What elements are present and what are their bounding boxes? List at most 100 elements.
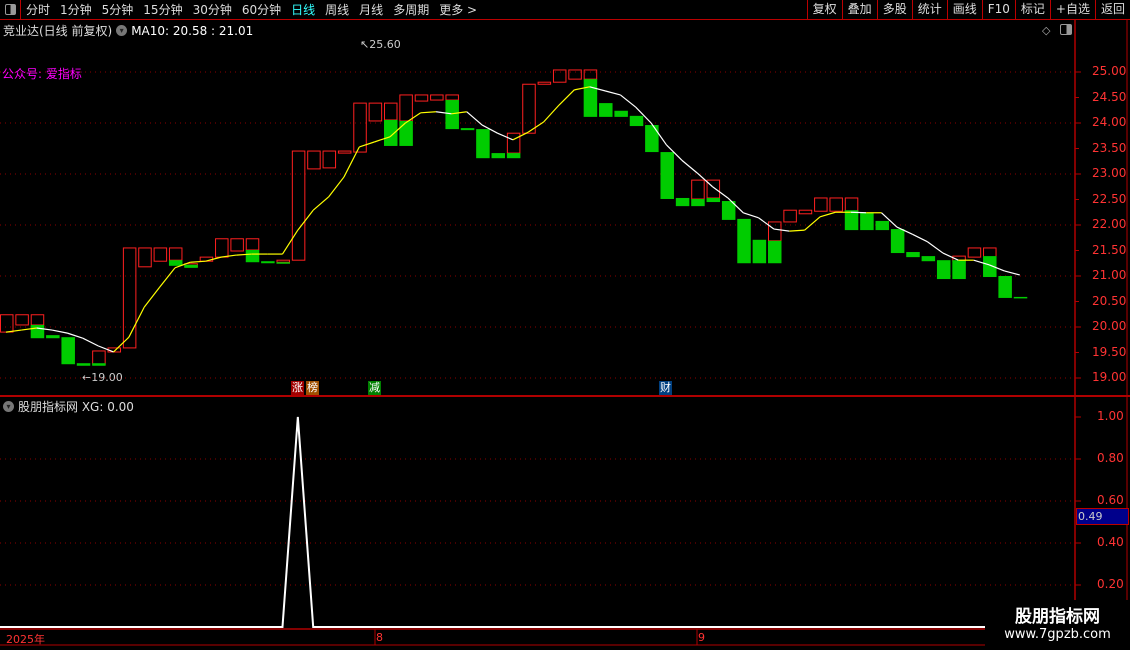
watermark-logo: 股朋指标网 www.7gpzb.com	[985, 600, 1130, 650]
ma10-segment	[174, 261, 191, 269]
period-tab[interactable]: 15分钟	[143, 3, 183, 17]
ma10-segment	[558, 89, 575, 106]
period-tab[interactable]: 60分钟	[241, 3, 282, 17]
indicator-title: ▾ 股朋指标网 XG: 0.00	[3, 398, 134, 415]
ma10-segment	[896, 226, 913, 235]
period-tab[interactable]: 更多 >	[439, 3, 478, 17]
candle-down	[645, 125, 659, 153]
candle-up	[245, 238, 260, 251]
tag-zhang[interactable]: 涨	[291, 381, 304, 395]
ma10-segment	[205, 256, 222, 262]
toolbar-button[interactable]: 叠加	[841, 0, 877, 19]
indicator-tick: 0.40	[1097, 535, 1124, 549]
candle-up	[399, 94, 413, 122]
ma10-segment	[36, 327, 53, 331]
candle-down	[599, 103, 613, 117]
toolbar-button[interactable]: F10	[981, 0, 1015, 19]
panel-icon[interactable]	[1060, 24, 1072, 35]
ma10-segment	[497, 132, 514, 141]
candle-up	[215, 238, 229, 258]
period-tab[interactable]: 分时	[26, 3, 51, 17]
candle-down	[92, 363, 106, 366]
ma10-segment	[604, 90, 621, 96]
candle-up	[122, 247, 137, 349]
period-tab[interactable]: 周线	[325, 3, 350, 17]
ma10-segment	[451, 111, 467, 115]
ma10-segment	[128, 306, 145, 338]
ma10-segment	[804, 216, 821, 231]
candle-down	[245, 249, 260, 263]
toolbar-button[interactable]: 多股	[876, 0, 912, 19]
candle-up	[814, 197, 828, 212]
candle-up	[92, 350, 106, 365]
ma10-segment	[82, 337, 99, 347]
candle-down	[476, 129, 490, 159]
toolbar-button[interactable]: 画线	[946, 0, 982, 19]
chevron-down-icon[interactable]: ▾	[116, 25, 128, 36]
chevron-down-icon[interactable]: ▾	[3, 401, 14, 412]
ma10-segment	[911, 233, 928, 243]
ma10-segment	[789, 229, 805, 232]
toolbar-button[interactable]: 标记	[1014, 0, 1050, 19]
candle-down	[721, 201, 736, 220]
candle-up	[430, 94, 444, 101]
candle-up	[414, 94, 429, 102]
price-tick: 24.50	[1092, 89, 1127, 104]
period-tab[interactable]: 日线	[291, 3, 316, 17]
ma10-segment	[297, 209, 314, 231]
ma10-segment	[236, 253, 252, 256]
price-tick: 23.00	[1092, 166, 1127, 180]
diamond-icon[interactable]: ◇	[1042, 24, 1051, 37]
toolbar-button[interactable]: +自选	[1049, 0, 1095, 19]
tag-bang[interactable]: 榜	[306, 381, 319, 395]
tag-cai[interactable]: 财	[659, 381, 672, 395]
panel-toggle-icon[interactable]	[0, 0, 21, 19]
price-tick: 20.50	[1092, 293, 1127, 308]
ma10-segment	[927, 241, 944, 254]
ma10-segment	[574, 86, 590, 91]
candle-up	[568, 69, 582, 80]
ma10-segment	[67, 332, 83, 339]
toolbar-button[interactable]: 统计	[911, 0, 947, 19]
toolbar-button[interactable]: 返回	[1094, 0, 1130, 19]
ma10-segment	[405, 112, 422, 124]
period-tab[interactable]: 5分钟	[101, 3, 134, 17]
ma10-segment	[5, 329, 22, 333]
price-tick: 20.00	[1092, 319, 1127, 333]
toolbar-button[interactable]: 复权	[806, 0, 842, 19]
ma10-segment	[420, 111, 437, 114]
ma10-segment	[281, 229, 299, 255]
period-tab[interactable]: 月线	[359, 3, 384, 17]
candle-up	[506, 132, 521, 154]
candle-up	[691, 179, 705, 200]
price-tick: 22.50	[1092, 191, 1127, 206]
price-tick: 24.00	[1092, 115, 1127, 129]
ma10-segment	[635, 106, 652, 124]
ma10-segment	[727, 197, 744, 214]
period-tab[interactable]: 多周期	[393, 3, 430, 17]
candle-down	[76, 363, 91, 366]
ma10-segment	[512, 131, 529, 141]
indicator-tick: 0.80	[1097, 451, 1124, 465]
date-label-year: 2025年	[6, 633, 45, 646]
ma10-segment	[589, 86, 606, 92]
candle-down	[906, 252, 920, 258]
ma10-segment	[773, 228, 790, 232]
period-tab[interactable]: 1分钟	[60, 3, 92, 17]
ma10-segment	[159, 267, 176, 288]
tag-jian[interactable]: 减	[368, 381, 381, 395]
candle-down	[921, 256, 936, 262]
ma10-segment	[1004, 270, 1020, 276]
price-tick: 19.50	[1092, 344, 1127, 359]
candle-up	[552, 69, 567, 83]
price-tick: 21.00	[1092, 268, 1127, 282]
current-value-badge: 0.49	[1076, 508, 1129, 525]
period-tab[interactable]: 30分钟	[192, 3, 232, 17]
candle-down	[983, 256, 997, 278]
ma10-segment	[359, 141, 375, 148]
candle-up	[307, 150, 321, 170]
candle-down	[445, 100, 459, 130]
indicator-tick: 1.00	[1097, 409, 1124, 423]
candle-down	[491, 153, 506, 159]
